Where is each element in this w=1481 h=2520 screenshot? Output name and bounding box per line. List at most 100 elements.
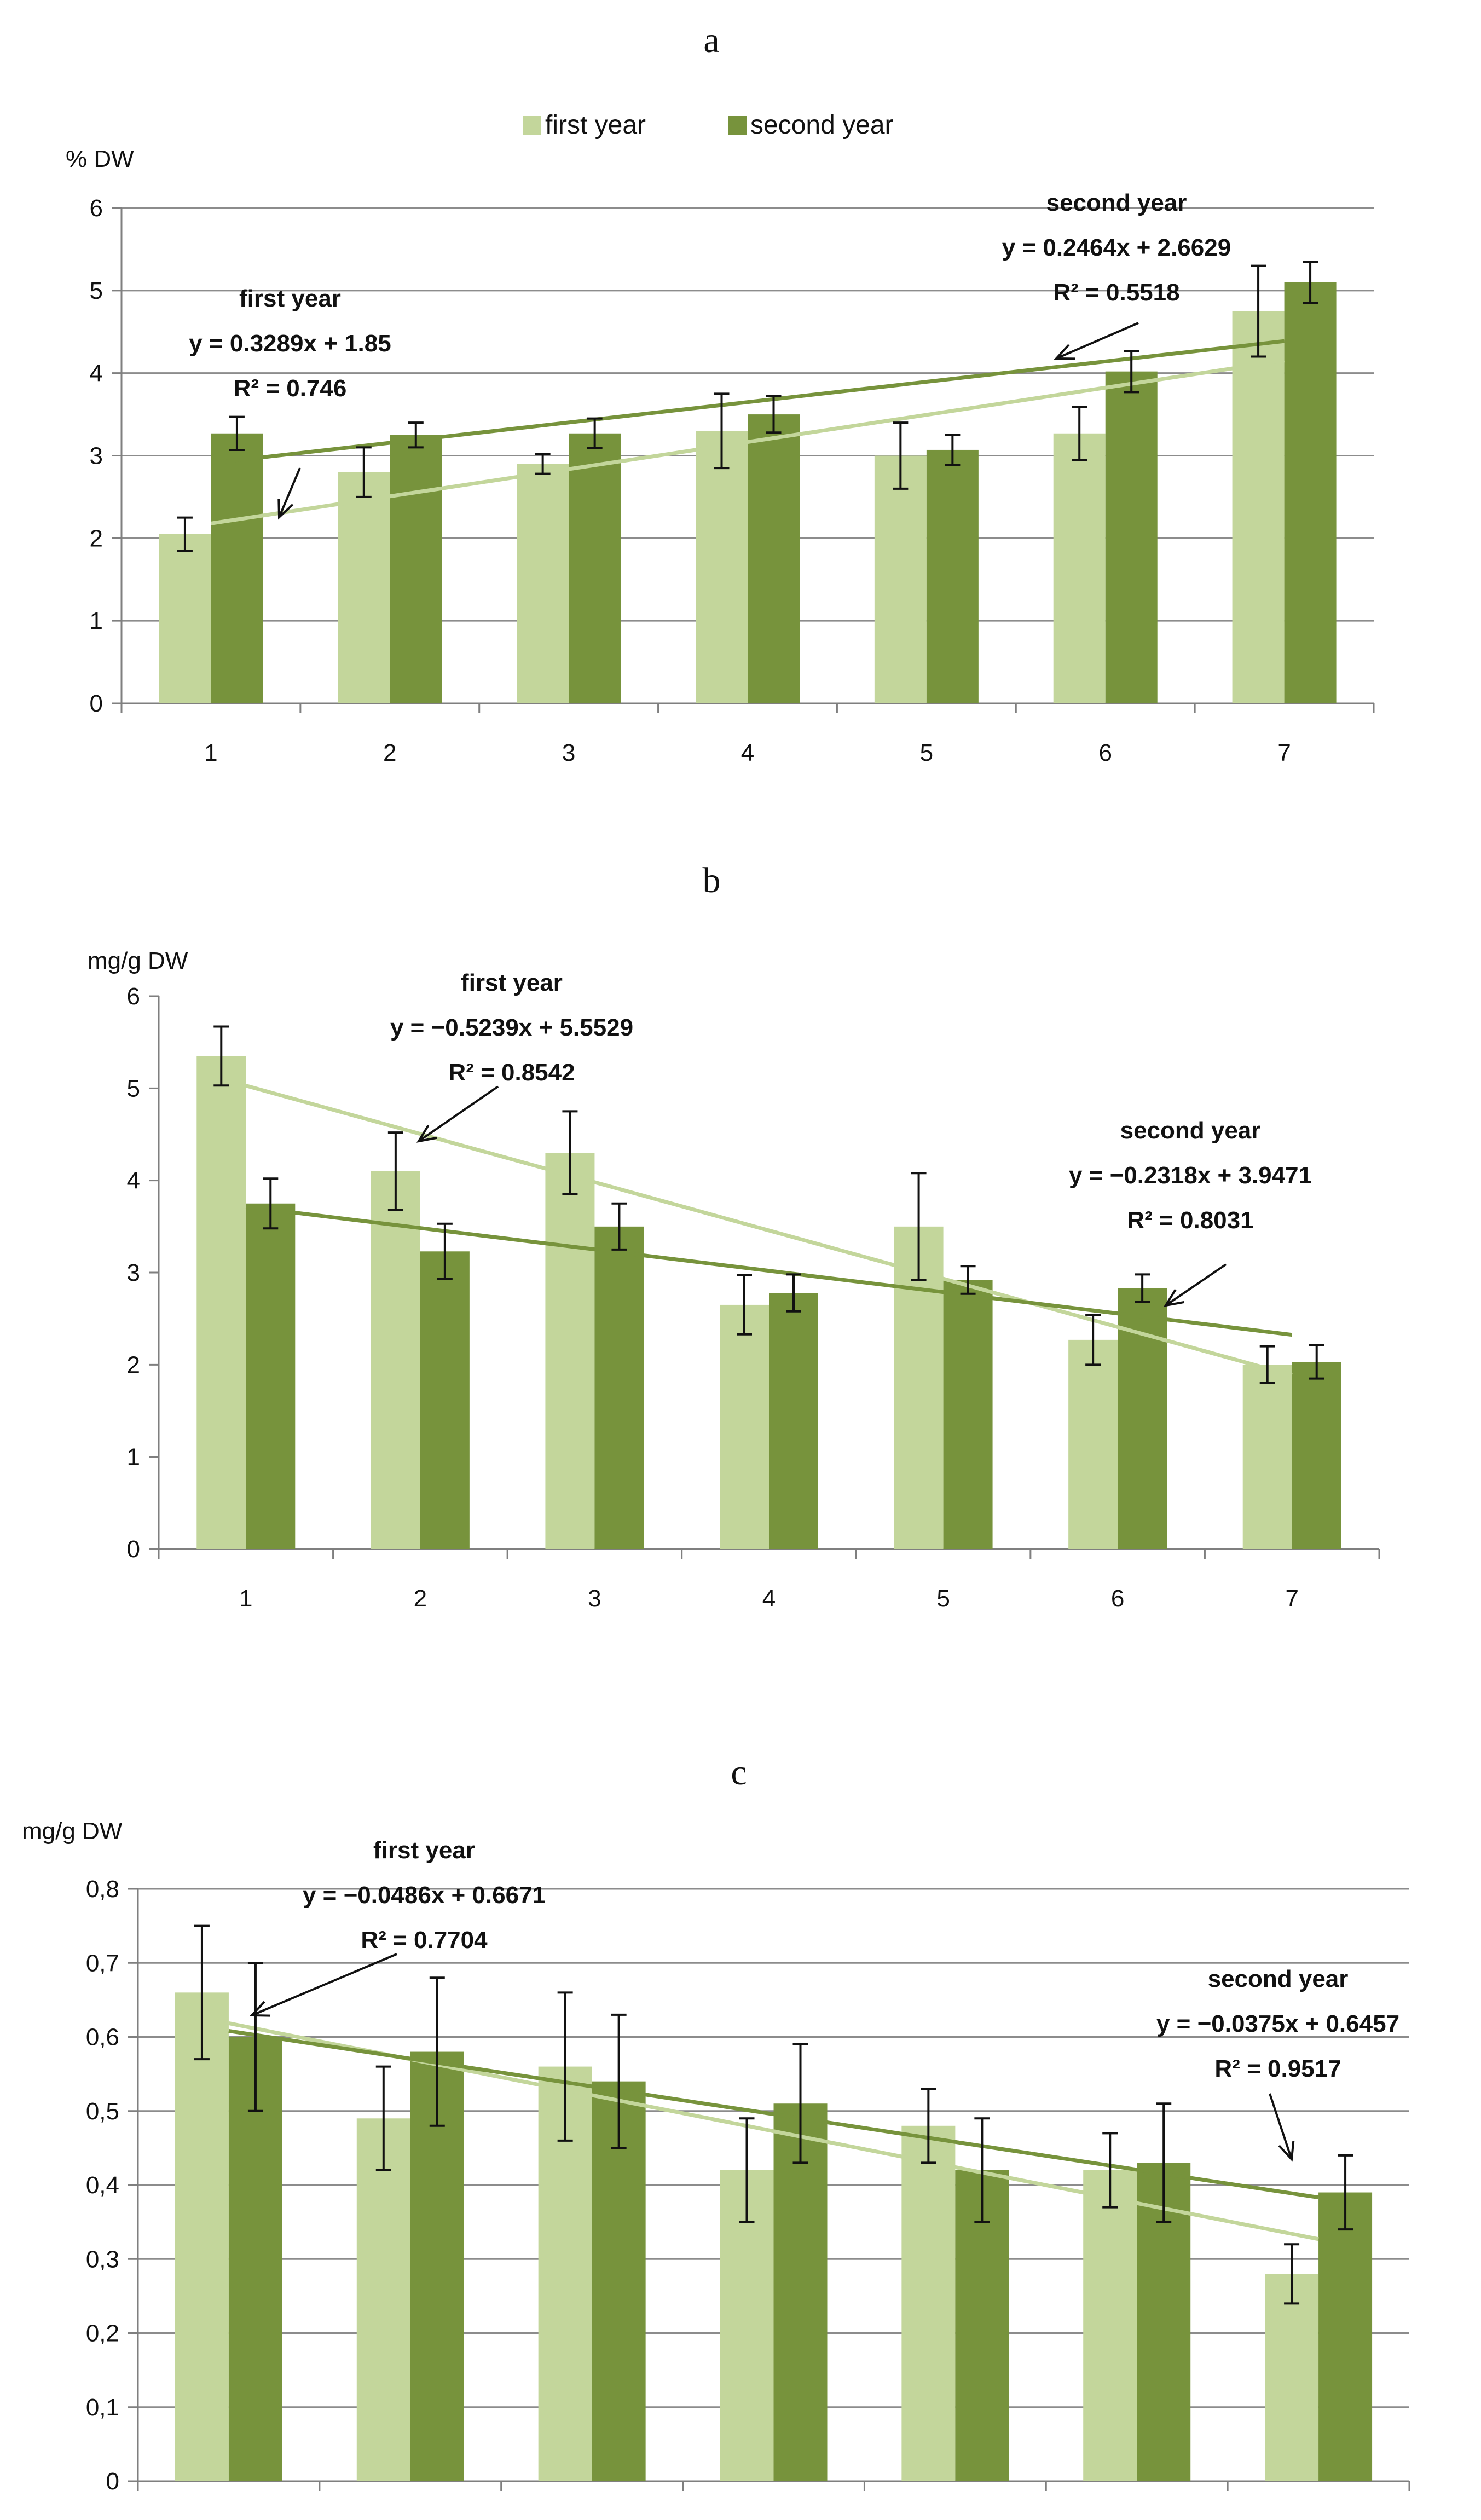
bar-second-year-2	[390, 435, 442, 703]
x-tick-label: 2	[404, 2517, 417, 2520]
bar-second-year-3	[594, 1226, 644, 1549]
y-tick-label: 3	[127, 1259, 140, 1286]
x-tick-label: 1	[204, 739, 217, 766]
bar-first-year-6	[1068, 1339, 1118, 1549]
bar-second-year-4	[748, 414, 800, 703]
error-bar	[786, 1273, 801, 1313]
y-tick-label: 1	[90, 608, 103, 634]
error-bar	[177, 516, 193, 552]
bar-first-year-1	[175, 1992, 229, 2481]
x-tick-label: 2	[414, 1585, 427, 1612]
chart-panel-c: c mg/g DW 0 0,1 0,2 0,3 0,4 0,5 0,6 0,7 0,8 1 2 3 4 5 6 7…	[22, 1753, 1410, 2520]
bar-second-year-6	[1118, 1288, 1167, 1549]
bar-first-year-4	[696, 431, 748, 703]
error-bar	[375, 2065, 391, 2171]
trendline-second-year	[211, 339, 1285, 465]
y-tick-label: 0,2	[86, 2320, 119, 2347]
trendline-r-squared: R² = 0.8031	[1127, 1207, 1253, 1234]
error-bar	[1338, 2154, 1353, 2231]
error-bar	[611, 2013, 627, 2149]
panel-title: c	[731, 1753, 747, 1793]
x-tick-label: 3	[588, 1585, 601, 1612]
error-bar	[194, 1924, 210, 2061]
error-bar	[611, 1202, 627, 1251]
bar-second-year-1	[211, 433, 263, 703]
bar-first-year-3	[545, 1153, 595, 1549]
trendline-r-squared: R² = 0.746	[234, 375, 347, 402]
trendline-equation: y = −0.2318x + 3.9471	[1069, 1162, 1312, 1189]
x-tick-label: 5	[920, 739, 933, 766]
x-tick-label: 6	[1098, 739, 1112, 766]
arrow-head	[416, 1124, 437, 1143]
error-bar	[587, 417, 603, 449]
annotation-label: first year	[239, 285, 341, 312]
annotation-label: first year	[373, 1837, 475, 1864]
annotation-label: second year	[1046, 189, 1187, 216]
error-bar	[247, 1962, 263, 2112]
error-bar	[1303, 261, 1318, 304]
trendline-equation: y = 0.3289x + 1.85	[189, 330, 391, 357]
x-tick-label: 1	[239, 1585, 252, 1612]
y-tick-label: 5	[90, 278, 103, 304]
annotation-second-year: second year y = −0.2318x + 3.9471 R² = 0.8…	[1069, 1117, 1312, 1307]
error-bar	[893, 421, 909, 490]
y-axis-label: mg/g DW	[22, 1818, 123, 1845]
trendline-r-squared: R² = 0.5518	[1053, 279, 1179, 306]
error-bar	[356, 446, 372, 498]
trendline-equation: y = −0.0375x + 0.6457	[1156, 2010, 1399, 2037]
trendline-r-squared: R² = 0.8542	[448, 1059, 575, 1086]
error-bar	[921, 2088, 936, 2164]
trendline-r-squared: R² = 0.7704	[361, 1927, 488, 1953]
annotation-label: second year	[1120, 1117, 1261, 1144]
x-tick-label: 7	[1312, 2517, 1325, 2520]
error-bar	[737, 1274, 752, 1336]
trendline-first-year	[245, 1084, 1293, 1377]
bar-second-year-7	[1292, 1362, 1341, 1549]
arrow-head	[1278, 2140, 1295, 2162]
error-bar	[557, 1991, 573, 2142]
trendline-equation: y = −0.5239x + 5.5529	[390, 1014, 633, 1041]
bar-first-year-5	[901, 2125, 956, 2481]
panel-title: a	[703, 20, 719, 60]
legend-label-first-year: first year	[545, 111, 646, 140]
bar-second-year-1	[246, 1203, 296, 1549]
y-tick-label: 0,4	[86, 2172, 119, 2199]
error-bar	[1072, 406, 1087, 461]
x-tick-label: 5	[936, 1585, 950, 1612]
legend-swatch-second-year	[728, 116, 747, 135]
error-bar	[1259, 1345, 1275, 1384]
annotation-arrow	[1165, 1263, 1227, 1307]
y-tick-label: 3	[90, 443, 103, 470]
bar-second-year-7	[1318, 2192, 1373, 2481]
error-bar	[945, 434, 961, 466]
error-bar	[263, 1177, 279, 1230]
error-bar	[408, 421, 424, 449]
y-tick-label: 0,1	[86, 2394, 119, 2421]
error-bar	[1309, 1344, 1324, 1380]
y-axis-label: mg/g DW	[88, 947, 188, 974]
legend-label-second-year: second year	[750, 111, 894, 140]
legend: first year second year	[523, 111, 894, 140]
annotation-first-year: first year y = 0.3289x + 1.85 R² = 0.746	[189, 285, 391, 520]
bar-first-year-7	[1232, 311, 1285, 703]
error-bar	[792, 2043, 808, 2164]
y-tick-label: 0	[127, 1536, 140, 1563]
bar-first-year-7	[1265, 2274, 1319, 2481]
bar-first-year-3	[517, 464, 569, 703]
y-axis-label: % DW	[66, 146, 134, 172]
y-tick-label: 0,8	[86, 1876, 119, 1903]
bar-second-year-5	[943, 1280, 993, 1549]
y-tick-label: 1	[127, 1444, 140, 1471]
error-bar	[911, 1172, 927, 1281]
arrow-head	[1054, 344, 1075, 360]
arrow-head	[249, 2001, 271, 2017]
y-tick-label: 6	[90, 195, 103, 222]
arrow-head	[277, 498, 294, 520]
y-tick-label: 0	[90, 690, 103, 717]
bar-second-year-6	[1105, 371, 1158, 703]
bar-first-year-1	[196, 1056, 246, 1549]
trendline-equation: y = −0.0486x + 0.6671	[303, 1882, 546, 1909]
bar-first-year-6	[1083, 2170, 1137, 2481]
y-tick-label: 4	[127, 1167, 140, 1194]
x-tick-label: 3	[562, 739, 575, 766]
